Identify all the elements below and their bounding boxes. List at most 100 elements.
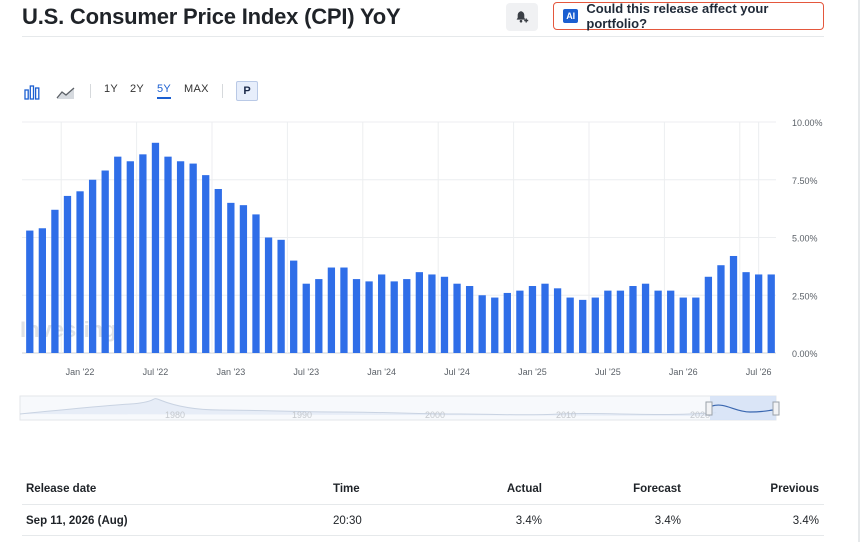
- chart-bar[interactable]: [139, 154, 147, 353]
- chart-bar[interactable]: [553, 288, 562, 353]
- chart-bar[interactable]: [189, 163, 197, 353]
- navigator-selection[interactable]: [710, 396, 776, 420]
- ai-icon: AI: [563, 9, 579, 23]
- navigator-right-handle[interactable]: [772, 401, 780, 416]
- x-tick-label: Jul '24: [444, 367, 470, 377]
- header-forecast: Forecast: [633, 483, 681, 495]
- navigator-label: 1990: [292, 410, 312, 420]
- chart-bar[interactable]: [302, 283, 310, 353]
- bar-chart-icon[interactable]: [22, 80, 46, 104]
- ai-portfolio-button[interactable]: AI Could this release affect your portfo…: [553, 1, 824, 31]
- range-1y-button[interactable]: 1Y: [104, 83, 119, 95]
- chart-bar[interactable]: [126, 161, 134, 353]
- navigator-left-handle[interactable]: [705, 401, 713, 416]
- chart-bar[interactable]: [641, 283, 650, 353]
- chart-bar[interactable]: [290, 260, 298, 353]
- chart-bar[interactable]: [176, 161, 185, 353]
- p-toggle-button[interactable]: P: [236, 81, 258, 101]
- chart-bar[interactable]: [767, 274, 775, 353]
- table-row: Sep 11, 2026 (Aug) 20:30 3.4% 3.4% 3.4%: [22, 505, 824, 536]
- y-tick-label: 7.50%: [792, 176, 818, 186]
- range-2y-button[interactable]: 2Y: [130, 83, 145, 95]
- chart-bar[interactable]: [516, 290, 524, 353]
- page-title: U.S. Consumer Price Index (CPI) YoY: [22, 4, 401, 29]
- table-header-row: Release date Time Actual Forecast Previo…: [22, 474, 824, 505]
- chart-bar[interactable]: [403, 279, 411, 353]
- chart-bar[interactable]: [541, 283, 549, 353]
- header-previous: Previous: [770, 483, 819, 495]
- navigator-label: 2000: [425, 410, 445, 420]
- chart-bar[interactable]: [755, 274, 763, 353]
- chart-bar[interactable]: [692, 297, 700, 353]
- chart-bar[interactable]: [440, 276, 449, 353]
- chart-bar[interactable]: [629, 286, 637, 353]
- chart-bar[interactable]: [742, 272, 750, 353]
- add-alert-button[interactable]: [506, 3, 538, 31]
- chart-bar[interactable]: [604, 290, 612, 353]
- x-tick-label: Jul '26: [746, 367, 772, 377]
- chart-bar[interactable]: [114, 156, 122, 353]
- chart-bar[interactable]: [453, 283, 461, 353]
- y-tick-label: 0.00%: [792, 349, 818, 359]
- chart-bar[interactable]: [26, 230, 34, 353]
- chart-navigator[interactable]: 1980 1990 2000 2010 2020: [0, 392, 860, 424]
- navigator-area: [19, 398, 717, 417]
- chart-bar[interactable]: [667, 290, 675, 353]
- chart-bar[interactable]: [378, 274, 386, 353]
- range-max-button[interactable]: MAX: [184, 83, 209, 95]
- y-tick-label: 2.50%: [792, 291, 818, 301]
- chart-bar[interactable]: [579, 299, 587, 353]
- ai-portfolio-label: Could this release affect your portfolio…: [586, 1, 769, 31]
- navigator-label: 2010: [556, 410, 576, 420]
- time-cell: 20:30: [333, 515, 362, 527]
- x-tick-label: Jan '26: [669, 367, 698, 377]
- chart-bar[interactable]: [528, 286, 537, 353]
- chart-bar[interactable]: [503, 292, 511, 353]
- chart-bar[interactable]: [76, 191, 84, 353]
- header-time: Time: [333, 483, 360, 495]
- range-5y-button[interactable]: 5Y: [157, 83, 172, 99]
- chart-bar[interactable]: [415, 272, 423, 353]
- y-tick-label: 10.00%: [792, 118, 823, 128]
- chart-bar[interactable]: [327, 267, 336, 353]
- chart-bar[interactable]: [654, 290, 662, 353]
- chart-bar[interactable]: [38, 228, 46, 353]
- chart-bar[interactable]: [88, 179, 97, 353]
- chart-bar[interactable]: [252, 214, 260, 353]
- chart-bar[interactable]: [616, 290, 625, 353]
- y-tick-label: 5.00%: [792, 234, 818, 244]
- x-tick-label: Jan '25: [518, 367, 547, 377]
- release-date-cell: Sep 11, 2026 (Aug): [26, 515, 128, 527]
- chart-bar[interactable]: [428, 274, 436, 353]
- previous-cell: 3.4%: [792, 515, 819, 527]
- chart-bar[interactable]: [164, 156, 172, 353]
- bell-plus-icon: [516, 11, 529, 23]
- chart-bar[interactable]: [566, 297, 574, 353]
- chart-bar[interactable]: [51, 209, 59, 353]
- chart-bar[interactable]: [151, 142, 160, 353]
- chart-bar[interactable]: [365, 281, 373, 353]
- chart-bar[interactable]: [704, 276, 713, 353]
- chart-bar[interactable]: [717, 265, 725, 353]
- chart-bar[interactable]: [352, 279, 361, 353]
- chart-bar[interactable]: [227, 202, 235, 353]
- chart-bar[interactable]: [679, 297, 687, 353]
- chart-bar[interactable]: [390, 281, 398, 353]
- navigator-label: 2020: [690, 410, 710, 420]
- chart-bar[interactable]: [478, 295, 486, 353]
- chart-bar[interactable]: [101, 170, 109, 353]
- chart-bar[interactable]: [315, 279, 323, 353]
- chart-bar[interactable]: [239, 205, 248, 353]
- chart-bar[interactable]: [591, 297, 599, 353]
- chart-bar[interactable]: [264, 237, 273, 354]
- chart-bar[interactable]: [491, 297, 499, 353]
- chart-bar[interactable]: [729, 255, 738, 353]
- chart-bar[interactable]: [340, 267, 348, 353]
- chart-bar[interactable]: [277, 239, 285, 353]
- chart-bar[interactable]: [465, 286, 474, 353]
- chart-bar[interactable]: [63, 195, 72, 353]
- area-chart-icon[interactable]: [54, 80, 78, 104]
- chart-bar[interactable]: [214, 188, 222, 353]
- cpi-bar-chart: Investing 10.00%7.50%5.00%2.50%0.00% Jan…: [20, 118, 823, 377]
- chart-bar[interactable]: [202, 175, 210, 353]
